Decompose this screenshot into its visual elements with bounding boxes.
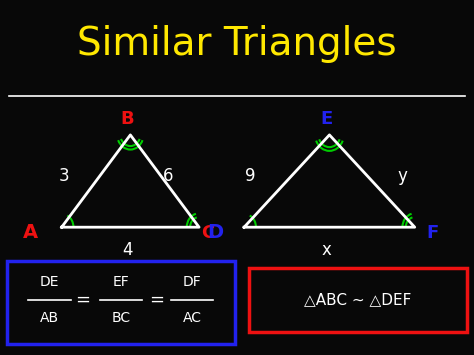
Text: AC: AC: [182, 311, 201, 325]
Text: 4: 4: [122, 241, 132, 259]
Bar: [249, 268, 467, 332]
Text: F: F: [426, 224, 438, 241]
Text: =: =: [75, 291, 91, 309]
Text: D: D: [208, 223, 224, 242]
Text: 6: 6: [163, 167, 173, 185]
Text: Similar Triangles: Similar Triangles: [77, 25, 397, 64]
Text: C: C: [201, 224, 214, 241]
Text: B: B: [120, 110, 134, 128]
Text: DF: DF: [182, 275, 201, 289]
Text: 9: 9: [245, 167, 255, 185]
Text: E: E: [320, 110, 332, 128]
Text: AB: AB: [40, 311, 59, 325]
Text: EF: EF: [112, 275, 129, 289]
Bar: [7, 261, 235, 344]
Text: =: =: [149, 291, 164, 309]
Text: 3: 3: [59, 167, 69, 185]
Text: △ABC ~ △DEF: △ABC ~ △DEF: [304, 293, 411, 307]
Text: y: y: [397, 167, 407, 185]
Text: BC: BC: [111, 311, 130, 325]
Text: A: A: [23, 223, 38, 242]
Text: DE: DE: [40, 275, 60, 289]
Text: x: x: [321, 241, 331, 259]
